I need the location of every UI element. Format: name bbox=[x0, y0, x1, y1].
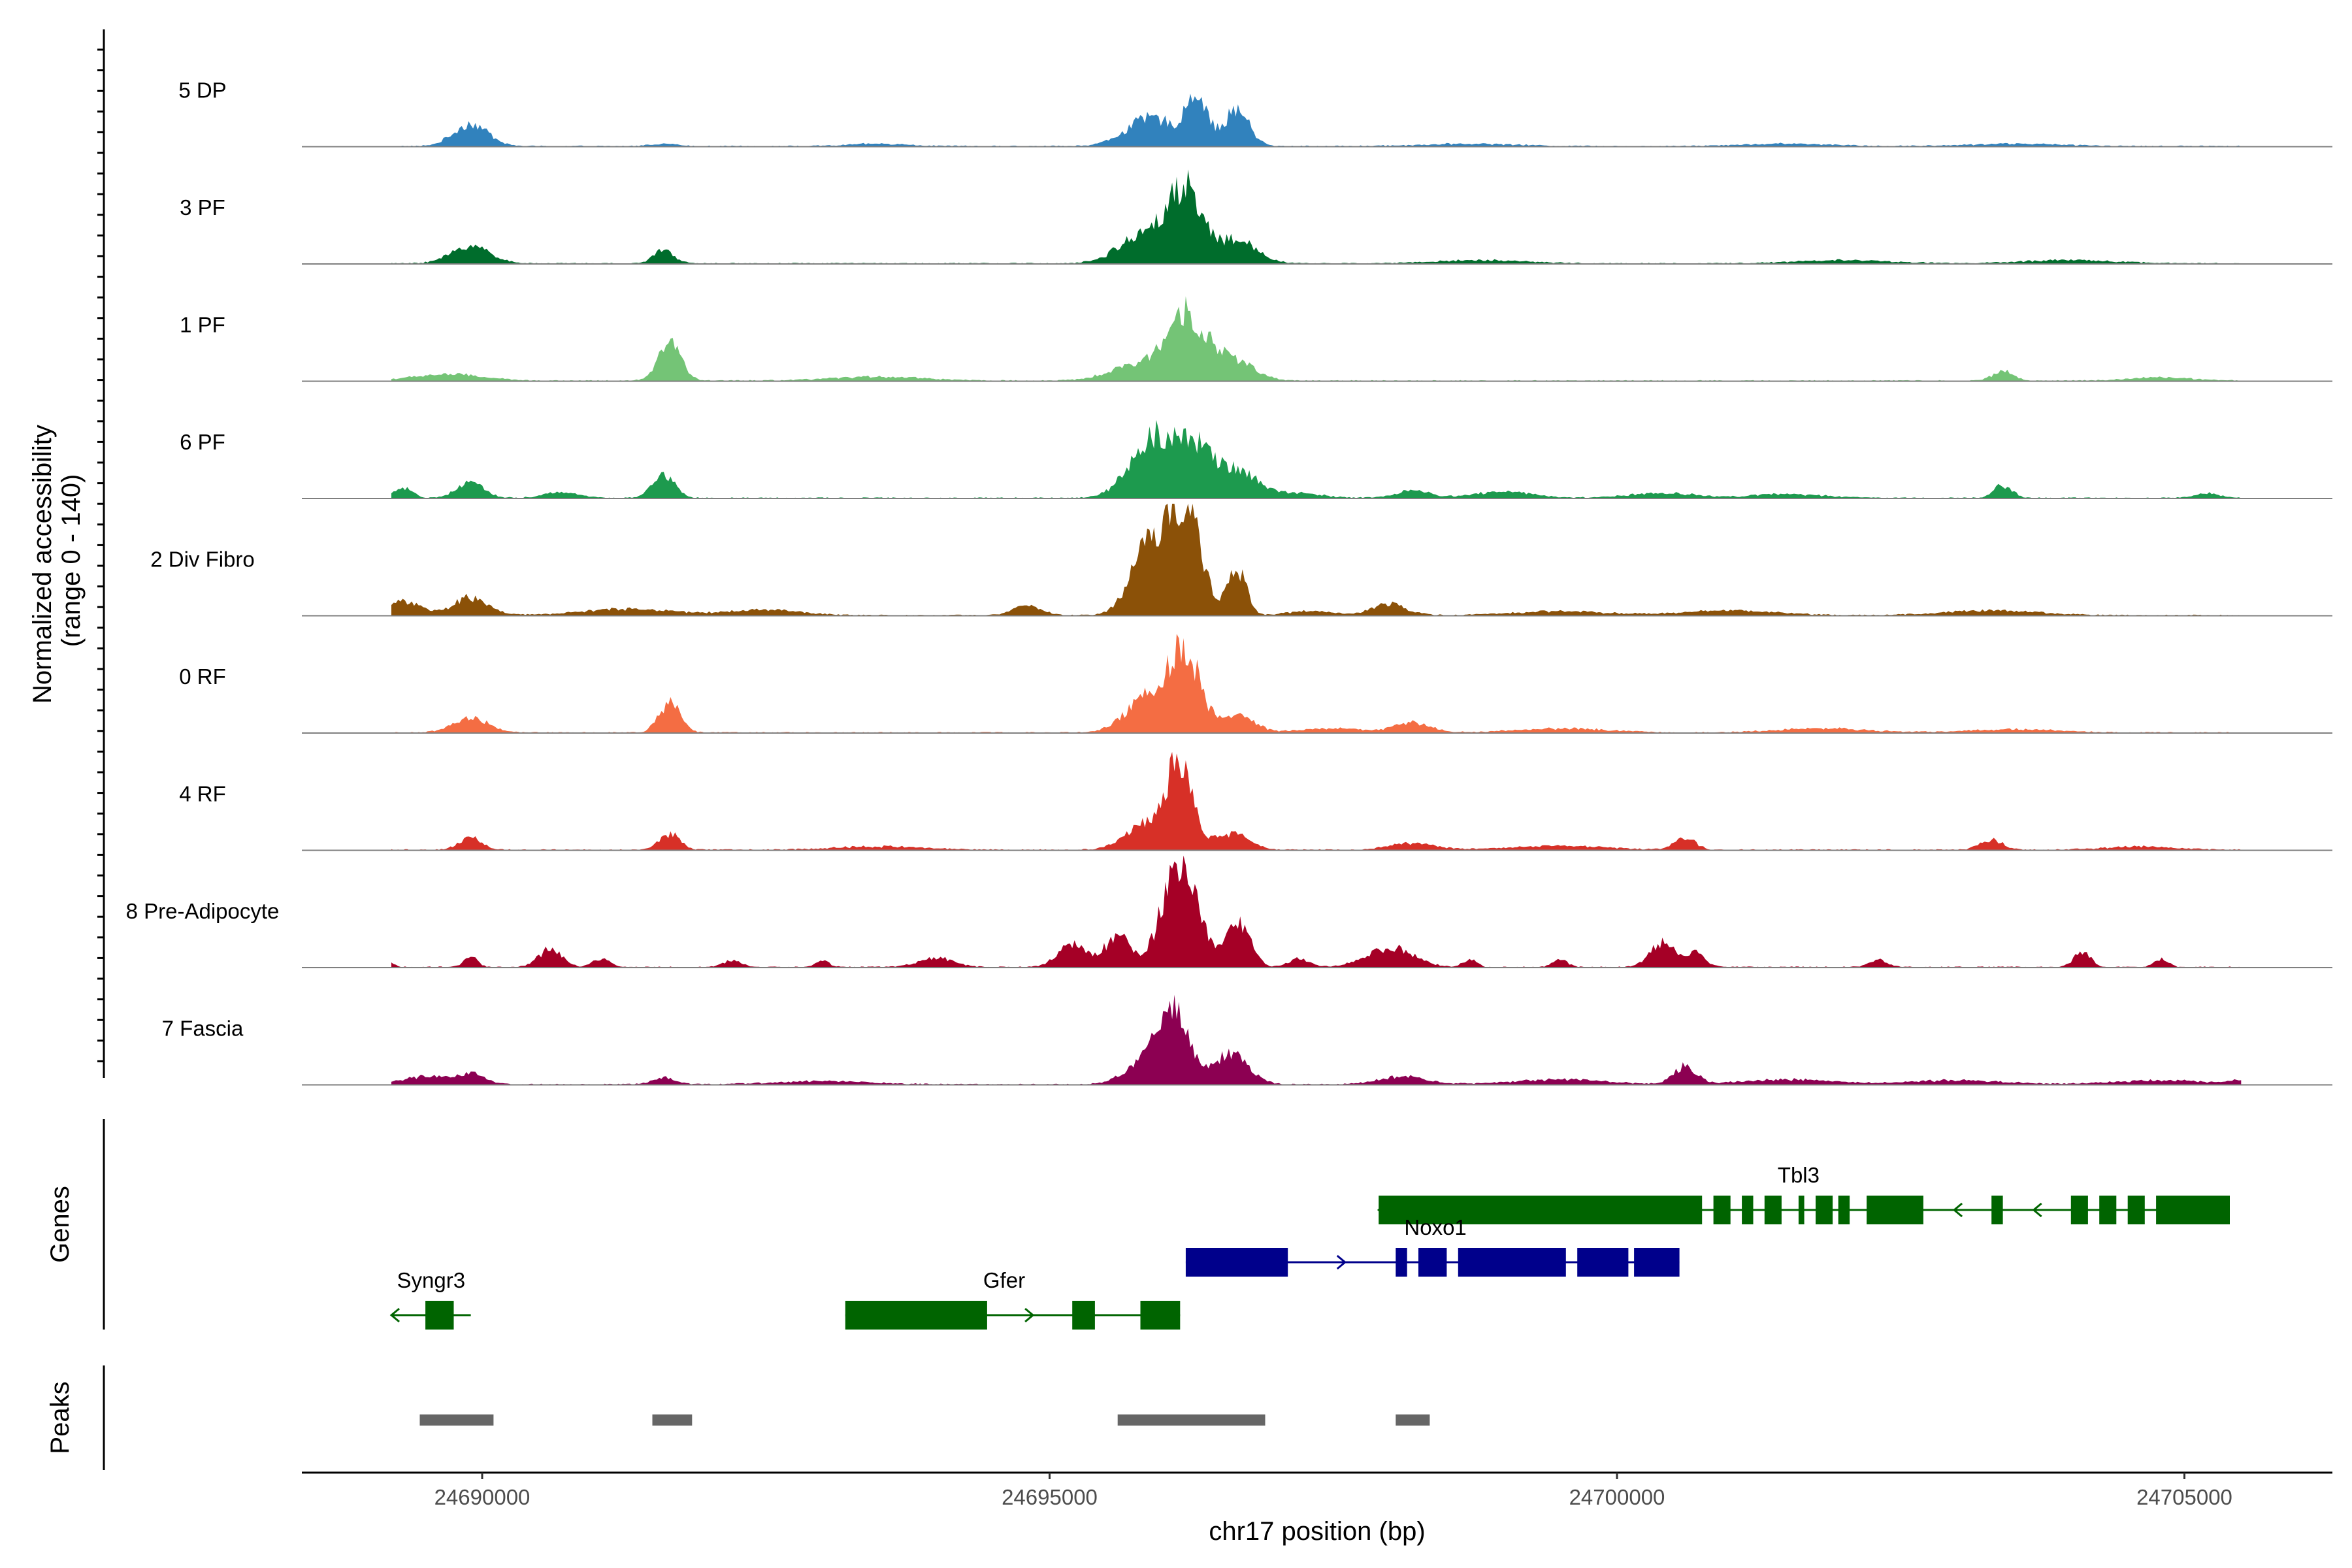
peaks-track bbox=[419, 1414, 1430, 1426]
track-label: 2 Div Fibro bbox=[150, 547, 255, 572]
x-axis-title: chr17 position (bp) bbox=[1209, 1517, 1425, 1546]
track-4-rf: 4 RF bbox=[179, 751, 2332, 851]
gene-exon bbox=[2156, 1196, 2230, 1224]
gene-label: Syngr3 bbox=[397, 1268, 466, 1292]
gene-exon bbox=[845, 1301, 987, 1330]
strand-arrow-icon bbox=[389, 1307, 400, 1323]
coverage-area bbox=[391, 751, 2242, 851]
strand-arrow-icon bbox=[1336, 1254, 1347, 1270]
track-label: 1 PF bbox=[180, 313, 225, 337]
gene-exon bbox=[2099, 1196, 2117, 1224]
peak-region bbox=[419, 1414, 494, 1426]
genes-track-title: Genes bbox=[46, 1186, 74, 1263]
x-tick-label: 24700000 bbox=[1569, 1485, 1665, 1509]
peak-region bbox=[1117, 1414, 1266, 1426]
gene-label: Gfer bbox=[983, 1268, 1025, 1292]
strand-arrow-icon bbox=[1377, 1202, 1388, 1218]
gene-tbl3: Tbl3 bbox=[1377, 1163, 2230, 1224]
track-label: 5 DP bbox=[178, 78, 226, 103]
gene-exon bbox=[1379, 1196, 1703, 1224]
track-label: 7 Fascia bbox=[162, 1017, 244, 1041]
gene-exon bbox=[1185, 1248, 1288, 1277]
gene-exon bbox=[1991, 1196, 2003, 1224]
track-label: 3 PF bbox=[180, 195, 225, 220]
gene-exon bbox=[1634, 1248, 1680, 1277]
gene-exon bbox=[1798, 1196, 1805, 1224]
peaks-track-title: Peaks bbox=[46, 1381, 74, 1454]
track-label: 4 RF bbox=[179, 782, 226, 806]
gene-exon bbox=[1713, 1196, 1731, 1224]
gene-syngr3: Syngr3 bbox=[389, 1268, 471, 1330]
coverage-area bbox=[391, 855, 2242, 968]
y-axis-title-line-2: (range 0 - 140) bbox=[57, 474, 86, 647]
peak-region bbox=[652, 1414, 693, 1426]
y-axis-title-line-1: Normalized accessibility bbox=[28, 425, 57, 704]
gene-exon bbox=[1764, 1196, 1782, 1224]
coverage-tracks: 5 DP 3 PF 1 PF 6 PF 2 Div Fibro 0 RF 4 RF 8 Pre… bbox=[126, 78, 2332, 1086]
coverage-area bbox=[391, 504, 2242, 616]
track-label: 0 RF bbox=[179, 664, 226, 689]
genes-track: Tbl3 Noxo1 Gfer Syngr3 bbox=[389, 1163, 2230, 1330]
strand-arrow-icon bbox=[1952, 1202, 1963, 1218]
gene-exon bbox=[2070, 1196, 2088, 1224]
x-axis-ticks: 24690000 24695000 24700000 24705000 bbox=[434, 1473, 2232, 1509]
strand-arrow-icon bbox=[1024, 1307, 1035, 1323]
x-tick-label: 24690000 bbox=[434, 1485, 531, 1509]
peak-region bbox=[1396, 1414, 1430, 1426]
gene-exon bbox=[425, 1301, 454, 1330]
coverage-area bbox=[391, 419, 2242, 498]
track-label: 8 Pre-Adipocyte bbox=[126, 899, 280, 923]
gene-exon bbox=[1838, 1196, 1850, 1224]
gene-exon bbox=[1072, 1301, 1095, 1330]
gene-gfer: Gfer bbox=[845, 1268, 1181, 1330]
coverage-area bbox=[391, 994, 2242, 1085]
accessibility-axis-ticks bbox=[97, 48, 104, 1062]
gene-exon bbox=[1867, 1196, 1923, 1224]
track-7-fascia: 7 Fascia bbox=[162, 994, 2332, 1086]
track-label: 6 PF bbox=[180, 430, 225, 454]
y-axis-title: Normalized accessibility (range 0 - 140) bbox=[28, 417, 86, 704]
track-6-pf: 6 PF bbox=[180, 419, 2332, 499]
coverage-area bbox=[391, 169, 2242, 264]
track-2-div-fibro: 2 Div Fibro bbox=[150, 504, 2332, 617]
track-0-rf: 0 RF bbox=[179, 634, 2332, 734]
gene-exon bbox=[1140, 1301, 1181, 1330]
track-1-pf: 1 PF bbox=[180, 296, 2332, 382]
coverage-area bbox=[391, 93, 2242, 147]
coverage-area bbox=[391, 634, 2242, 733]
coverage-area bbox=[391, 296, 2242, 382]
track-8-pre-adipocyte: 8 Pre-Adipocyte bbox=[126, 855, 2332, 968]
gene-exon bbox=[1458, 1248, 1566, 1277]
gene-label: Noxo1 bbox=[1404, 1215, 1466, 1239]
left-axis bbox=[97, 29, 105, 1470]
gene-exon bbox=[1816, 1196, 1833, 1224]
gene-exon bbox=[1577, 1248, 1629, 1277]
gene-exon bbox=[1418, 1248, 1447, 1277]
gene-exon bbox=[2127, 1196, 2145, 1224]
track-3-pf: 3 PF bbox=[180, 169, 2332, 265]
gene-exon bbox=[1396, 1248, 1407, 1277]
x-tick-label: 24695000 bbox=[1002, 1485, 1098, 1509]
track-5-dp: 5 DP bbox=[178, 78, 2332, 148]
gene-exon bbox=[1742, 1196, 1754, 1224]
x-axis: 24690000 24695000 24700000 24705000 bbox=[302, 1471, 2332, 1509]
x-tick-label: 24705000 bbox=[2136, 1485, 2232, 1509]
strand-arrow-icon bbox=[2032, 1202, 2042, 1218]
gene-noxo1: Noxo1 bbox=[1185, 1215, 1680, 1277]
gene-label: Tbl3 bbox=[1778, 1163, 1820, 1187]
